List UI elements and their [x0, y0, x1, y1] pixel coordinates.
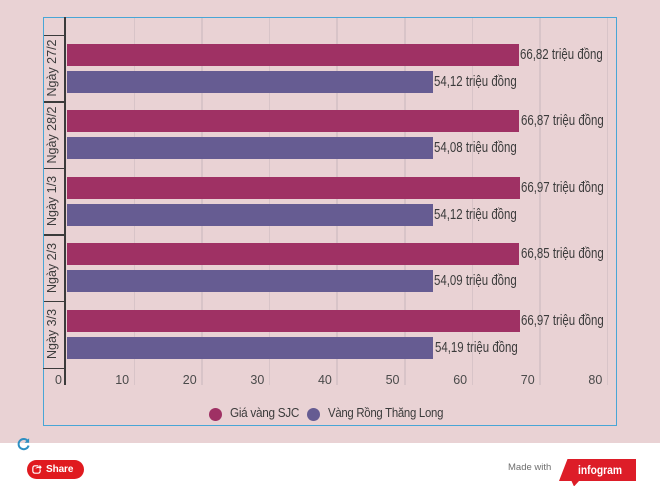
svg-text:infogram: infogram	[578, 463, 622, 477]
